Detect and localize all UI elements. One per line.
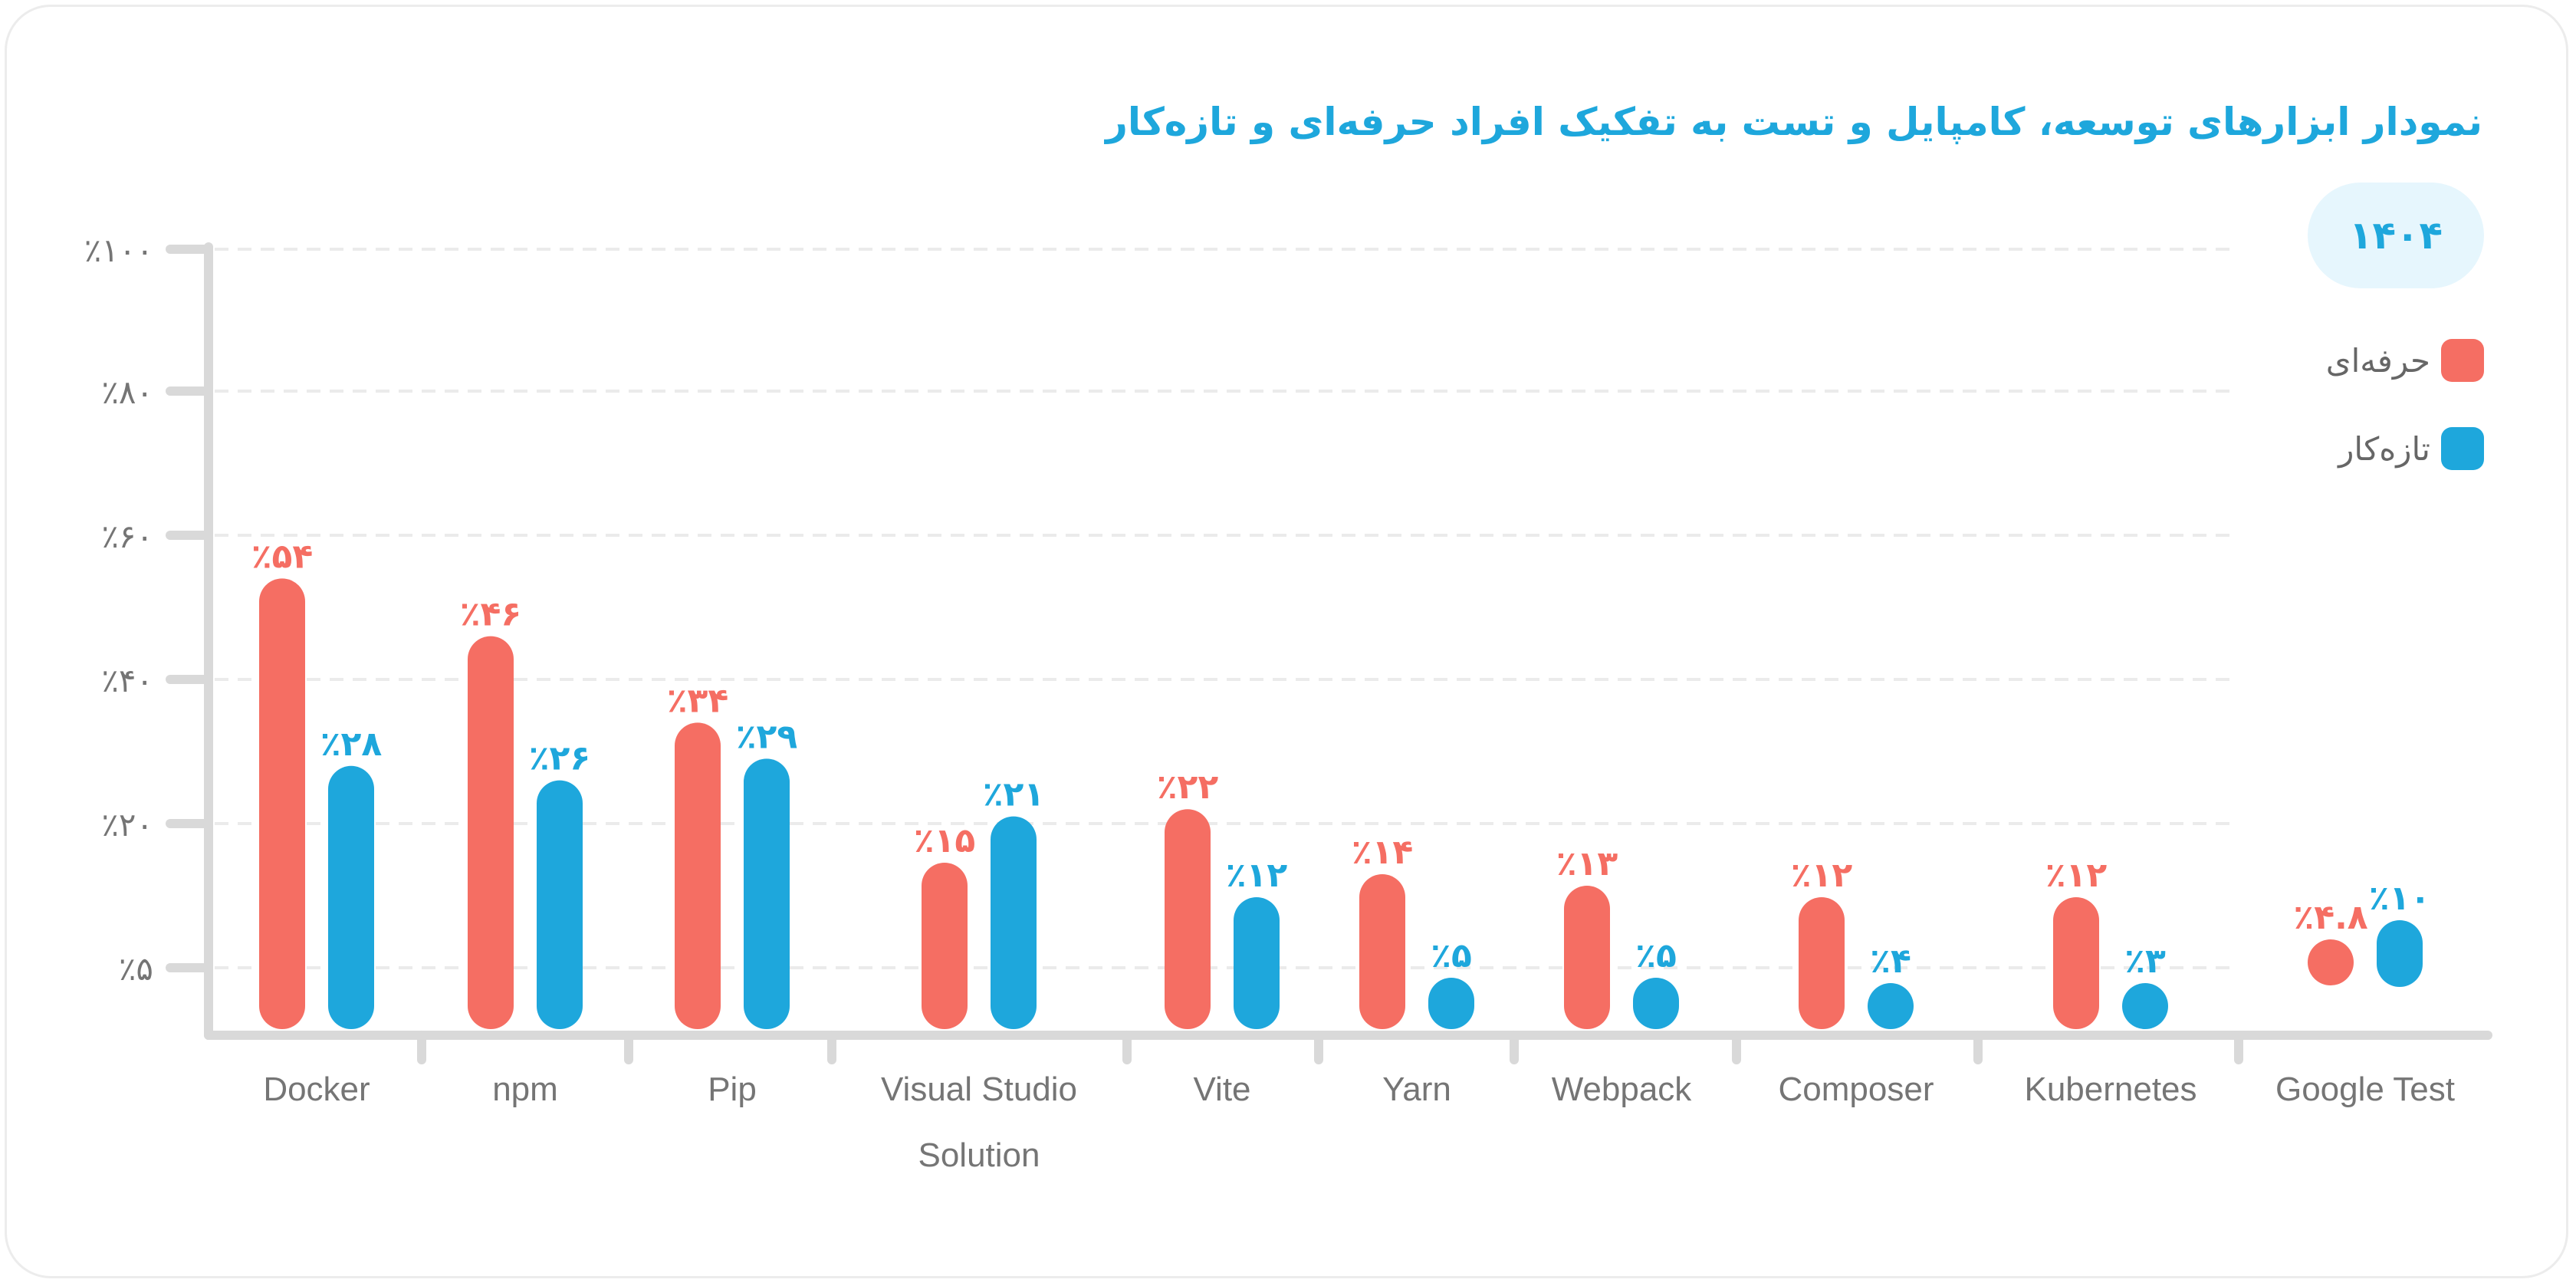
bar-professional — [1799, 897, 1845, 1029]
x-tick-label: Kubernetes — [2024, 1071, 2196, 1108]
bar-novice — [1868, 983, 1914, 1029]
data-label-novice: ٪۲۶ — [529, 739, 591, 778]
legend-swatch-novice — [2441, 427, 2484, 470]
data-label-novice: ٪۲۸ — [320, 725, 383, 764]
bar-novice — [1234, 897, 1280, 1029]
legend-swatch-professional — [2441, 339, 2484, 382]
data-label-novice: ٪۵ — [1635, 936, 1677, 975]
y-tick-label: ٪۱۰۰ — [84, 232, 153, 269]
x-tick-label: Vite — [1193, 1071, 1250, 1108]
legend-label-professional: حرفه‌ای — [2325, 341, 2430, 380]
x-tick-label: Visual Studio — [881, 1071, 1077, 1108]
bar-novice — [328, 765, 374, 1029]
data-label-novice: ٪۱۲ — [1226, 856, 1288, 895]
data-label-professional: ٪۱۲ — [1791, 856, 1853, 895]
chart-title: نمودار ابزارهای توسعه، کامپایل و تست به … — [1106, 100, 2482, 144]
x-tick-label: Yarn — [1382, 1071, 1451, 1108]
bar-professional — [2308, 939, 2354, 985]
legend: حرفه‌ای تازه‌کار — [2326, 337, 2484, 514]
y-tick-label: ٪۵ — [119, 950, 153, 988]
data-label-professional: ٪۲۲ — [1157, 768, 1219, 807]
legend-label-novice: تازه‌کار — [2338, 429, 2430, 468]
bar-professional — [259, 578, 305, 1029]
x-tick-label: npm — [492, 1071, 558, 1108]
bar-professional — [1564, 886, 1610, 1029]
bar-professional — [468, 636, 514, 1029]
data-label-professional: ٪۱۳ — [1556, 844, 1618, 883]
data-label-professional: ٪۴۶ — [460, 595, 522, 634]
data-label-novice: ٪۳ — [2124, 942, 2166, 981]
legend-item-novice: تازه‌کار — [2326, 426, 2484, 472]
bar-novice — [1633, 978, 1679, 1029]
y-tick-label: ٪۲۰ — [101, 806, 153, 844]
data-label-novice: ٪۱۰ — [2369, 879, 2431, 918]
data-label-professional: ٪۱۴ — [1352, 833, 1414, 872]
bar-professional — [1359, 874, 1405, 1029]
bar-novice — [991, 816, 1037, 1029]
x-tick-label: Composer — [1779, 1071, 1934, 1108]
bar-professional — [675, 722, 721, 1029]
data-label-novice: ٪۲۱ — [983, 775, 1045, 814]
bar-novice — [2122, 983, 2168, 1029]
data-label-professional: ٪۱۲ — [2045, 856, 2108, 895]
x-tick-label: Docker — [263, 1071, 370, 1108]
bar-professional — [922, 863, 968, 1029]
data-label-professional: ٪۵۴ — [251, 537, 314, 576]
data-label-novice: ٪۴ — [1870, 942, 1911, 981]
data-label-professional: ٪۱۵ — [914, 821, 976, 860]
data-label-professional: ٪۴.۸ — [2293, 898, 2367, 937]
data-label-novice: ٪۲۹ — [736, 717, 798, 756]
x-tick-label: Google Test — [2275, 1071, 2455, 1108]
x-tick-label: Pip — [708, 1071, 757, 1108]
data-label-novice: ٪۵ — [1431, 936, 1472, 975]
year-badge: ۱۴۰۴ — [2308, 183, 2484, 288]
x-tick-label: Webpack — [1552, 1071, 1693, 1108]
bar-professional — [2053, 897, 2099, 1029]
chart-card — [5, 5, 2568, 1278]
bar-novice — [537, 780, 583, 1029]
x-tick-label: Solution — [918, 1136, 1040, 1174]
bar-professional — [1165, 809, 1211, 1029]
y-tick-label: ٪۸۰ — [101, 373, 153, 411]
data-label-professional: ٪۳۴ — [667, 681, 729, 720]
bar-novice — [1428, 978, 1474, 1029]
legend-item-professional: حرفه‌ای — [2326, 337, 2484, 383]
bar-novice — [744, 758, 790, 1029]
bar-novice — [2377, 920, 2423, 987]
y-tick-label: ٪۴۰ — [101, 662, 153, 699]
y-tick-label: ٪۶۰ — [101, 518, 153, 555]
